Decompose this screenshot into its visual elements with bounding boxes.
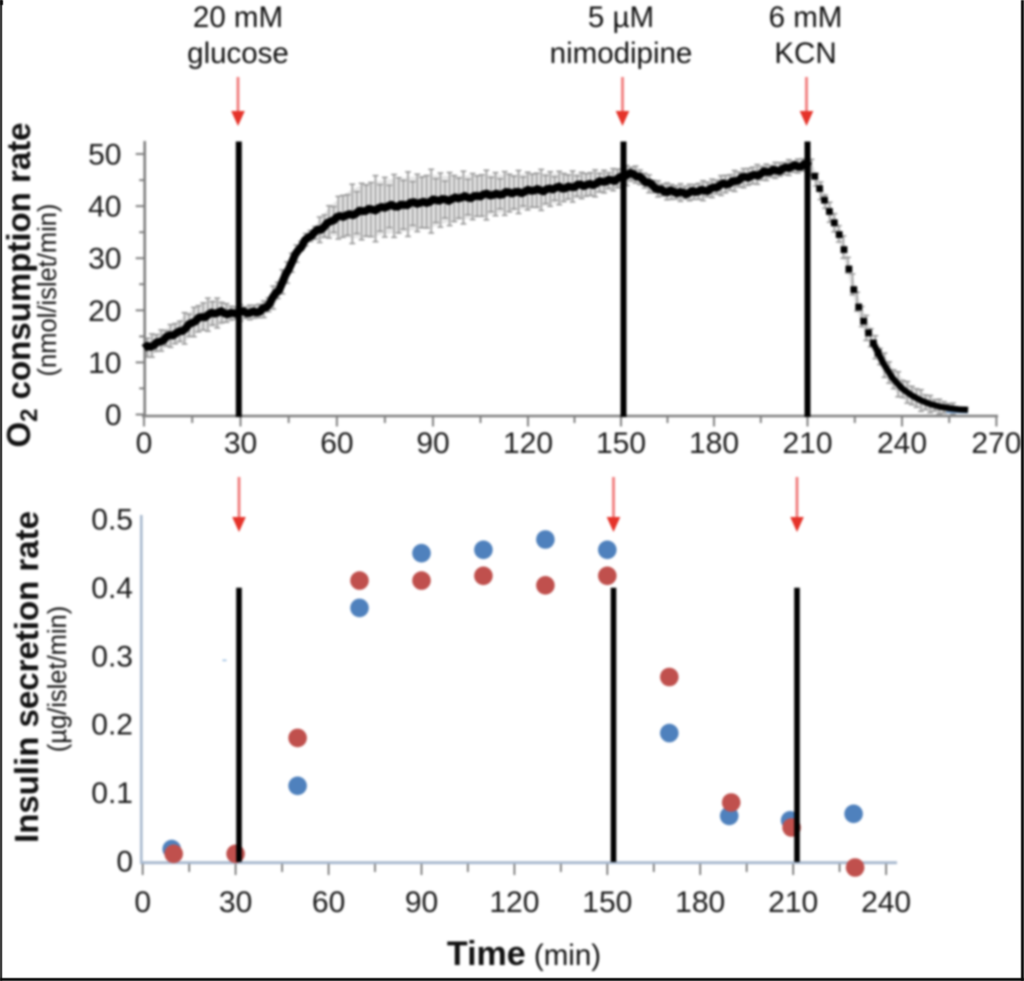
- svg-text:20: 20: [88, 295, 121, 328]
- svg-text:180: 180: [689, 427, 739, 460]
- svg-text:glucose: glucose: [187, 37, 289, 70]
- svg-text:0.3: 0.3: [91, 640, 133, 673]
- svg-text:150: 150: [582, 886, 632, 919]
- svg-text:180: 180: [675, 886, 725, 919]
- svg-text:0.4: 0.4: [91, 572, 133, 605]
- svg-text:210: 210: [782, 427, 832, 460]
- svg-text:30: 30: [224, 427, 257, 460]
- svg-text:150: 150: [596, 427, 646, 460]
- svg-text:0: 0: [134, 886, 151, 919]
- svg-text:120: 120: [489, 886, 539, 919]
- svg-text:120: 120: [503, 427, 553, 460]
- svg-text:210: 210: [768, 886, 818, 919]
- svg-text:0.1: 0.1: [91, 777, 133, 810]
- svg-text:KCN: KCN: [774, 37, 836, 70]
- svg-text:Time (min): Time (min): [447, 935, 601, 973]
- svg-text:270: 270: [971, 427, 1021, 460]
- svg-text:40: 40: [88, 191, 121, 224]
- svg-text:20 mM: 20 mM: [193, 1, 283, 34]
- svg-text:0: 0: [116, 846, 133, 879]
- svg-text:(µg/islet/min): (µg/islet/min): [44, 606, 72, 752]
- svg-text:Insulin secretion rate: Insulin secretion rate: [8, 511, 45, 843]
- svg-text:0.2: 0.2: [91, 709, 133, 742]
- svg-text:6 mM: 6 mM: [769, 1, 843, 34]
- svg-text:90: 90: [405, 886, 438, 919]
- svg-text:60: 60: [320, 427, 353, 460]
- svg-text:240: 240: [861, 886, 911, 919]
- svg-text:0: 0: [105, 399, 122, 432]
- svg-text:O2 consumption rate: O2 consumption rate: [0, 122, 43, 447]
- svg-text:240: 240: [877, 427, 927, 460]
- svg-text:(nmol/islet/min): (nmol/islet/min): [34, 204, 62, 377]
- svg-text:90: 90: [416, 427, 449, 460]
- svg-text:nimodipine: nimodipine: [550, 37, 693, 70]
- svg-text:50: 50: [88, 139, 121, 172]
- svg-text:30: 30: [88, 243, 121, 276]
- svg-text:5 µM: 5 µM: [588, 1, 654, 34]
- svg-text:60: 60: [312, 886, 345, 919]
- svg-text:0.5: 0.5: [91, 504, 133, 537]
- svg-text:30: 30: [219, 886, 252, 919]
- svg-text:10: 10: [88, 347, 121, 380]
- svg-text:0: 0: [136, 427, 153, 460]
